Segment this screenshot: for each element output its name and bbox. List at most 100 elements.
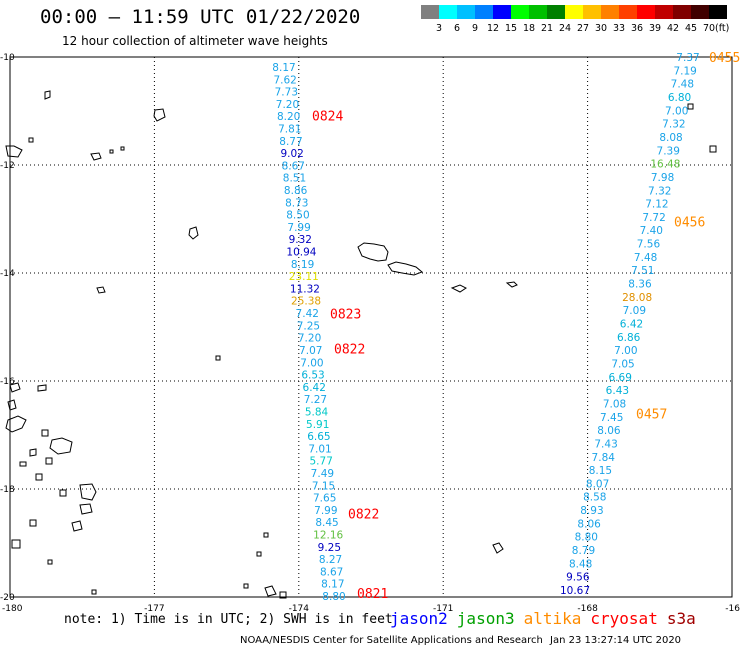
latitude-tick-label: -14 — [0, 269, 15, 279]
wave-height-value: 7.20 — [276, 99, 299, 111]
wave-height-value: 7.99 — [314, 505, 337, 517]
colorbar-swatch — [601, 5, 619, 19]
island-nw-6 — [109, 149, 114, 154]
wave-height-value: 6.65 — [307, 431, 330, 443]
map-subtitle: 12 hour collection of altimeter wave hei… — [62, 34, 328, 48]
wave-height-value: 7.43 — [594, 438, 617, 450]
island-fiji-16 — [29, 519, 37, 527]
colorbar-swatch — [691, 5, 709, 19]
wave-height-value: 7.00 — [665, 105, 688, 117]
colorbar-label: 21 — [540, 23, 554, 34]
wave-height-value: 8.93 — [580, 505, 603, 517]
longitude-tick-label: -177 — [144, 604, 164, 614]
colorbar-swatch — [565, 5, 583, 19]
island-nw-2 — [153, 108, 166, 122]
wave-height-value: 8.67 — [282, 160, 305, 172]
wave-height-value: 8.79 — [572, 545, 595, 557]
wave-height-value: 7.19 — [673, 65, 696, 77]
wave-height-value: 8.17 — [272, 62, 295, 74]
island-tonga-3 — [279, 591, 287, 599]
island-fiji-9 — [19, 461, 27, 467]
wave-height-value: 8.20 — [277, 111, 300, 123]
island-fiji-15 — [71, 520, 83, 532]
wave-height-value: 6.53 — [301, 370, 324, 382]
colorbar-label: 70 — [702, 23, 716, 34]
wave-height-value: 23.11 — [289, 271, 319, 283]
wave-height-value: 7.32 — [648, 185, 671, 197]
wave-height-value: 7.99 — [287, 222, 310, 234]
longitude-tick-label: -168 — [577, 604, 598, 614]
island-fiji-4 — [37, 384, 47, 392]
wave-height-value: 7.37 — [676, 52, 699, 64]
island-ne-1 — [687, 103, 694, 110]
land-islands — [5, 90, 717, 599]
wave-height-value: 8.19 — [291, 259, 314, 271]
wave-height-value: 6.42 — [303, 382, 326, 394]
island-savaii — [357, 242, 389, 262]
colorbar-label: 12 — [486, 23, 500, 34]
wave-height-value: 8.27 — [319, 554, 342, 566]
colorbar-swatch — [709, 5, 727, 19]
pass-time-label: 0822 — [334, 343, 365, 358]
credit-line: NOAA/NESDIS Center for Satellite Applica… — [240, 635, 543, 646]
wave-height-value: 8.67 — [320, 566, 343, 578]
island-fiji-6 — [29, 448, 37, 457]
wave-height-value: 8.48 — [569, 558, 592, 570]
wave-height-value: 8.80 — [575, 532, 598, 544]
wave-height-value: 7.40 — [640, 225, 663, 237]
wave-height-value: 9.02 — [280, 148, 303, 160]
colorbar-swatch — [475, 5, 493, 19]
colorbar-label: 42 — [666, 23, 680, 34]
wave-height-value: 8.06 — [597, 425, 621, 437]
wave-height-value: 7.81 — [278, 124, 301, 136]
wave-height-value: 7.48 — [634, 252, 657, 264]
pass-time-label: 0456 — [674, 216, 705, 231]
island-tonga-4 — [263, 532, 269, 538]
colorbar-swatch — [655, 5, 673, 19]
wave-height-value: 7.01 — [308, 443, 331, 455]
map-frame — [9, 56, 733, 598]
wave-height-value: 10.94 — [286, 247, 316, 259]
wave-height-value: 16.48 — [650, 159, 680, 171]
legend-cryosat: cryosat — [590, 609, 658, 628]
island-tonga-1 — [264, 585, 277, 597]
footer-note: note: 1) Time is in UTC; 2) SWH is in fe… — [64, 612, 393, 627]
wave-height-value: 7.56 — [637, 239, 661, 251]
colorbar-label: 3 — [435, 23, 443, 34]
wave-height-value: 8.50 — [286, 210, 309, 222]
wave-height-value: 7.49 — [311, 468, 334, 480]
island-fiji-13 — [59, 489, 67, 497]
wave-height-value: 8.08 — [659, 132, 682, 144]
wave-height-value: 6.80 — [668, 92, 691, 104]
legend-jason2: jason2 — [390, 609, 448, 628]
wave-height-value: 8.15 — [589, 465, 612, 477]
colorbar-label: 45 — [684, 23, 698, 34]
wave-height-value: 7.62 — [273, 74, 296, 86]
wave-height-value: 8.80 — [322, 591, 345, 603]
wave-height-value: 6.69 — [609, 372, 632, 384]
wave-height-value: 7.98 — [651, 172, 674, 184]
island-fiji-3 — [9, 382, 21, 393]
island-fiji-12 — [35, 473, 43, 481]
wave-height-value: 7.00 — [614, 345, 637, 357]
island-nw-3 — [90, 152, 102, 161]
colorbar-label: 18 — [522, 23, 536, 34]
wave-height-value: 7.00 — [300, 357, 323, 369]
legend-jason3: jason3 — [456, 609, 515, 628]
colorbar-label: 15 — [504, 23, 518, 34]
wave-height-value: 7.48 — [671, 79, 694, 91]
island-nw-7 — [120, 146, 125, 151]
wave-height-value: 5.77 — [310, 456, 333, 468]
colorbar-swatch — [421, 5, 439, 19]
wave-height-value: 5.91 — [306, 419, 329, 431]
wave-height-value: 9.56 — [566, 572, 590, 584]
longitude-tick-label: -171 — [433, 604, 453, 614]
wave-height-value: 8.07 — [586, 478, 609, 490]
legend-s3a: s3a — [666, 609, 696, 628]
island-nw-5 — [28, 137, 34, 143]
colorbar-swatch — [619, 5, 637, 19]
wave-height-value: 7.32 — [662, 119, 685, 131]
wave-height-value: 6.42 — [620, 319, 643, 331]
island-far-w-1 — [91, 589, 97, 595]
